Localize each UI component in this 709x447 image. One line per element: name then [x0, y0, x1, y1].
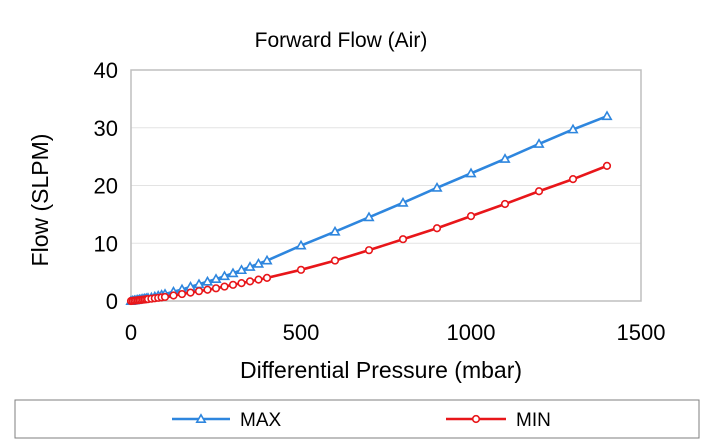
- data-point-max: [431, 181, 443, 192]
- legend-entry-min: MIN: [446, 410, 551, 431]
- series-layer: [125, 110, 613, 306]
- data-point-max: [210, 273, 222, 284]
- data-point-min: [186, 288, 195, 297]
- data-point-min: [296, 265, 306, 274]
- y-tick-label: 10: [94, 231, 118, 256]
- x-axis-label: Differential Pressure (mbar): [240, 357, 522, 383]
- data-point-min: [568, 175, 578, 184]
- data-point-max: [261, 254, 273, 265]
- data-point-min: [194, 287, 204, 296]
- data-point-max: [218, 270, 231, 281]
- data-point-min: [262, 273, 272, 283]
- data-point-min: [432, 224, 442, 233]
- data-point-min: [500, 199, 510, 209]
- data-point-max: [601, 110, 613, 121]
- x-tick-labels: 0 500 1000 1500: [125, 320, 666, 345]
- data-point-max: [227, 267, 239, 278]
- legend-entry-max: MAX: [172, 410, 282, 431]
- gridlines: [131, 127, 641, 244]
- data-point-min: [245, 277, 255, 286]
- data-point-min: [160, 292, 170, 302]
- data-point-max: [235, 264, 248, 275]
- data-point-max: [363, 211, 375, 222]
- legend-marker: [195, 413, 207, 423]
- data-point-max: [533, 138, 545, 148]
- plot-area-frame: [130, 69, 642, 302]
- data-point-min: [534, 187, 544, 196]
- x-tick-label: 1500: [617, 320, 666, 345]
- y-tick-label: 20: [94, 174, 118, 199]
- data-point-max: [252, 257, 265, 268]
- data-point-min: [364, 246, 374, 255]
- legend-label: MIN: [516, 410, 551, 431]
- x-tick-label: 500: [283, 320, 320, 345]
- data-point-min: [602, 161, 612, 170]
- legend-marker: [471, 414, 481, 424]
- data-point-max: [499, 153, 511, 163]
- series-max: [125, 110, 613, 305]
- x-tick-label: 1000: [447, 320, 496, 345]
- series-min: [126, 161, 612, 306]
- data-point-min: [211, 284, 221, 293]
- data-point-max: [201, 275, 214, 286]
- data-point-min: [330, 256, 340, 265]
- data-point-min: [177, 289, 187, 299]
- legend: MAX MIN: [172, 410, 551, 431]
- chart-title: Forward Flow (Air): [255, 29, 428, 52]
- data-point-max: [193, 278, 205, 289]
- data-point-min: [220, 282, 229, 291]
- x-tick-label: 0: [125, 320, 137, 345]
- data-point-min: [228, 280, 238, 289]
- y-tick-label: 0: [106, 289, 118, 314]
- data-point-min: [254, 275, 263, 284]
- y-tick-labels: 0 10 20 30 40: [94, 58, 118, 314]
- data-point-max: [295, 239, 307, 250]
- series-line-max: [130, 114, 608, 303]
- data-point-max: [329, 225, 341, 236]
- data-point-min: [466, 212, 476, 221]
- series-line-min: [130, 164, 608, 303]
- data-point-min: [398, 235, 408, 244]
- data-point-max: [397, 197, 409, 207]
- data-point-max: [465, 167, 477, 178]
- data-point-min: [237, 278, 246, 288]
- legend-box: [14, 399, 700, 439]
- legend-label: MAX: [240, 410, 282, 431]
- y-tick-label: 30: [94, 116, 118, 141]
- data-point-max: [244, 261, 256, 271]
- y-tick-label: 40: [94, 58, 118, 83]
- data-point-min: [169, 291, 178, 300]
- data-point-max: [567, 123, 579, 134]
- data-point-min: [203, 285, 212, 294]
- y-axis-label: Flow (SLPM): [27, 134, 53, 267]
